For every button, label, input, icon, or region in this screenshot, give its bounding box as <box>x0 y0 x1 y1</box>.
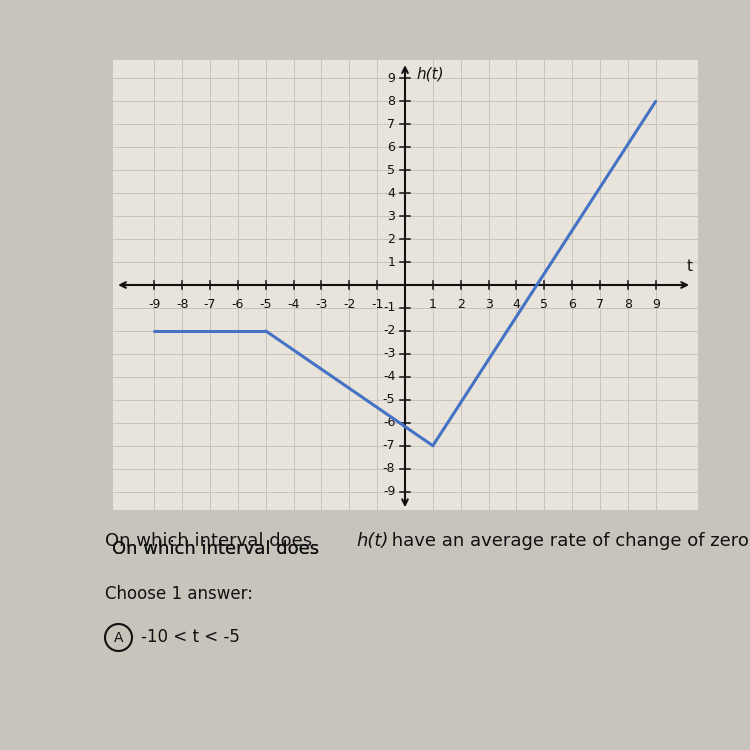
Text: -4: -4 <box>382 370 395 383</box>
Text: 5: 5 <box>387 164 395 177</box>
Text: -5: -5 <box>260 298 272 310</box>
Text: 1: 1 <box>387 256 395 268</box>
Text: -1: -1 <box>371 298 383 310</box>
Text: -3: -3 <box>315 298 328 310</box>
Text: -2: -2 <box>382 325 395 338</box>
Text: -6: -6 <box>232 298 244 310</box>
Text: 2: 2 <box>387 232 395 245</box>
Text: -8: -8 <box>382 462 395 476</box>
Text: 4: 4 <box>387 187 395 200</box>
Text: -3: -3 <box>382 347 395 361</box>
Text: 1: 1 <box>429 298 436 310</box>
Text: -4: -4 <box>287 298 300 310</box>
Text: -8: -8 <box>176 298 188 310</box>
Text: 3: 3 <box>387 209 395 223</box>
Text: 8: 8 <box>387 94 395 108</box>
Text: 6: 6 <box>387 141 395 154</box>
Text: 7: 7 <box>387 118 395 130</box>
Text: On which interval does: On which interval does <box>112 540 326 558</box>
Text: -6: -6 <box>382 416 395 429</box>
Text: Choose 1 answer:: Choose 1 answer: <box>105 585 253 603</box>
Text: have an average rate of change of zero?: have an average rate of change of zero? <box>386 532 750 550</box>
Text: -10 < t < -5: -10 < t < -5 <box>141 628 240 646</box>
Text: t: t <box>686 259 692 274</box>
Text: On which interval does: On which interval does <box>112 540 326 558</box>
Text: -9: -9 <box>382 485 395 498</box>
Text: h(t): h(t) <box>416 67 444 82</box>
Text: A: A <box>114 631 123 644</box>
Text: 4: 4 <box>512 298 520 310</box>
Text: On which interval does: On which interval does <box>105 532 318 550</box>
Text: -1: -1 <box>382 302 395 314</box>
Text: h(t): h(t) <box>356 532 388 550</box>
Text: 2: 2 <box>457 298 465 310</box>
Text: 3: 3 <box>484 298 493 310</box>
Text: 9: 9 <box>652 298 660 310</box>
Text: -7: -7 <box>204 298 216 310</box>
Text: -2: -2 <box>343 298 355 310</box>
Text: 8: 8 <box>624 298 632 310</box>
Text: -5: -5 <box>382 393 395 406</box>
Text: 9: 9 <box>387 72 395 85</box>
Text: -7: -7 <box>382 440 395 452</box>
Text: 6: 6 <box>568 298 576 310</box>
Text: -9: -9 <box>148 298 160 310</box>
Text: 5: 5 <box>540 298 548 310</box>
Text: 7: 7 <box>596 298 604 310</box>
